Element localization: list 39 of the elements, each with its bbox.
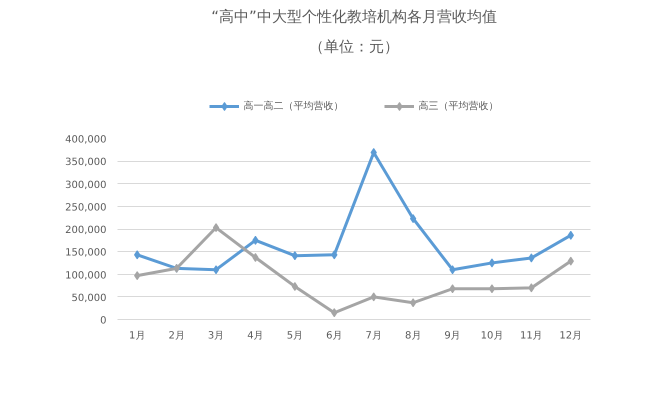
point xyxy=(212,265,220,274)
x-tick-label: 10月 xyxy=(480,330,504,342)
x-tick-label: 7月 xyxy=(366,330,382,342)
point xyxy=(449,265,456,274)
x-tick-label: 9月 xyxy=(444,330,461,342)
y-tick-label: 350,000 xyxy=(65,157,107,168)
x-tick-label: 4月 xyxy=(247,330,264,342)
point xyxy=(410,214,416,224)
point xyxy=(528,253,535,262)
point xyxy=(292,251,298,260)
x-tick-label: 6月 xyxy=(326,330,342,342)
y-tick-label: 250,000 xyxy=(65,202,107,214)
x-tick-label: 1月 xyxy=(129,330,146,342)
y-tick-label: 100,000 xyxy=(65,270,107,282)
point xyxy=(449,284,456,294)
y-tick-label: 400,000 xyxy=(65,134,107,146)
point xyxy=(410,298,416,308)
point xyxy=(252,236,259,245)
chart-subtitle: （单位：元） xyxy=(309,38,399,56)
point xyxy=(488,284,496,294)
x-tick-label: 5月 xyxy=(286,330,304,342)
point xyxy=(212,223,220,232)
legend-label: 高三（平均营收） xyxy=(418,100,498,113)
point xyxy=(292,282,298,291)
x-tick-label: 3月 xyxy=(208,330,224,342)
y-tick-label: 200,000 xyxy=(65,225,107,236)
point xyxy=(528,283,535,292)
x-tick-label: 8月 xyxy=(404,330,422,342)
point xyxy=(252,253,259,262)
x-tick-label: 11月 xyxy=(520,330,543,342)
point xyxy=(488,258,496,268)
y-tick-label: 0 xyxy=(100,316,107,326)
legend-label: 高一高二（平均营收） xyxy=(244,100,344,113)
y-tick-label: 300,000 xyxy=(65,180,107,191)
y-tick-label: 50,000 xyxy=(72,292,107,304)
x-tick-label: 12月 xyxy=(559,330,582,342)
x-tick-label: 2月 xyxy=(168,330,185,342)
chart-title: “高中”中大型个性化教培机构各月营收均值 xyxy=(211,8,497,26)
y-tick-label: 150,000 xyxy=(65,248,107,259)
